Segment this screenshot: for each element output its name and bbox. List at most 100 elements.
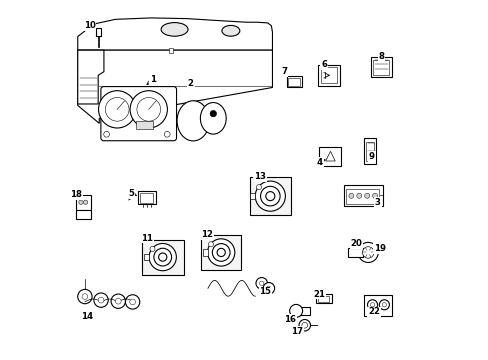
Bar [136,121,153,129]
Circle shape [98,297,104,303]
Circle shape [82,294,88,300]
Text: 22: 22 [367,307,380,316]
Bar [250,193,255,199]
Circle shape [130,91,167,128]
Circle shape [111,294,125,309]
Circle shape [369,303,374,307]
Circle shape [289,305,302,318]
Bar [348,248,362,257]
Ellipse shape [200,103,226,134]
Circle shape [99,91,136,128]
Text: 6: 6 [321,60,326,69]
Circle shape [125,295,140,309]
Bar [142,239,183,275]
Circle shape [217,248,225,257]
Text: 10: 10 [83,21,95,30]
Text: 8: 8 [378,52,384,61]
Text: 17: 17 [291,327,303,336]
Polygon shape [78,18,272,50]
Text: 16: 16 [284,315,296,324]
Text: 1: 1 [150,75,156,84]
Text: 7: 7 [280,67,286,76]
Circle shape [367,300,377,310]
Circle shape [256,185,261,190]
Text: 18: 18 [70,190,82,199]
Polygon shape [325,151,335,161]
Bar [363,295,391,316]
Text: 21: 21 [312,289,325,298]
Text: 5: 5 [128,189,134,198]
Bar [293,307,310,315]
Circle shape [298,319,310,331]
Circle shape [212,244,229,261]
Circle shape [105,98,129,121]
Bar [319,147,340,166]
Circle shape [83,200,88,204]
Bar [140,193,153,203]
Text: 13: 13 [253,172,265,181]
Text: 20: 20 [350,239,362,248]
Ellipse shape [177,101,209,141]
Text: 3: 3 [374,198,380,207]
Circle shape [357,242,378,262]
Text: 11: 11 [141,234,153,243]
Circle shape [266,286,270,291]
Circle shape [115,298,121,304]
Bar [201,235,241,270]
Ellipse shape [222,26,239,36]
Circle shape [210,111,216,117]
Circle shape [208,242,213,247]
Circle shape [164,131,170,137]
Circle shape [362,247,373,258]
Circle shape [129,299,135,305]
Bar [137,191,155,204]
Circle shape [265,192,274,201]
Bar [144,254,149,260]
Bar [76,195,91,211]
Bar [249,177,290,215]
Polygon shape [78,50,272,123]
Circle shape [255,181,285,211]
Circle shape [263,283,274,294]
Text: 9: 9 [368,152,374,161]
Circle shape [94,293,108,307]
Circle shape [356,193,361,198]
Bar [286,76,301,87]
Bar [317,64,339,86]
Bar [366,141,373,161]
Bar [287,78,300,86]
Text: 14: 14 [81,312,93,321]
Bar [364,138,376,164]
Text: 19: 19 [373,244,385,253]
FancyBboxPatch shape [101,87,176,141]
Circle shape [79,200,83,204]
Circle shape [379,300,388,310]
Bar [202,249,207,256]
Bar [76,211,91,220]
Text: 4: 4 [316,158,322,167]
Bar [316,294,331,303]
Circle shape [372,193,377,198]
Text: 15: 15 [259,287,271,296]
Bar [318,296,328,302]
Circle shape [301,322,307,328]
Text: 2: 2 [187,80,193,89]
Circle shape [154,248,171,266]
Bar [169,48,173,53]
Circle shape [78,289,92,304]
Bar [372,59,388,75]
Circle shape [150,246,155,251]
Bar [344,185,382,206]
Circle shape [137,98,160,121]
Bar [320,67,336,83]
Circle shape [149,243,176,271]
Circle shape [255,278,267,289]
Circle shape [382,303,386,307]
Circle shape [158,253,166,261]
Text: 12: 12 [201,230,212,239]
Circle shape [207,239,234,266]
Circle shape [103,131,109,137]
Circle shape [259,281,264,285]
Polygon shape [78,50,104,104]
Circle shape [348,193,353,198]
